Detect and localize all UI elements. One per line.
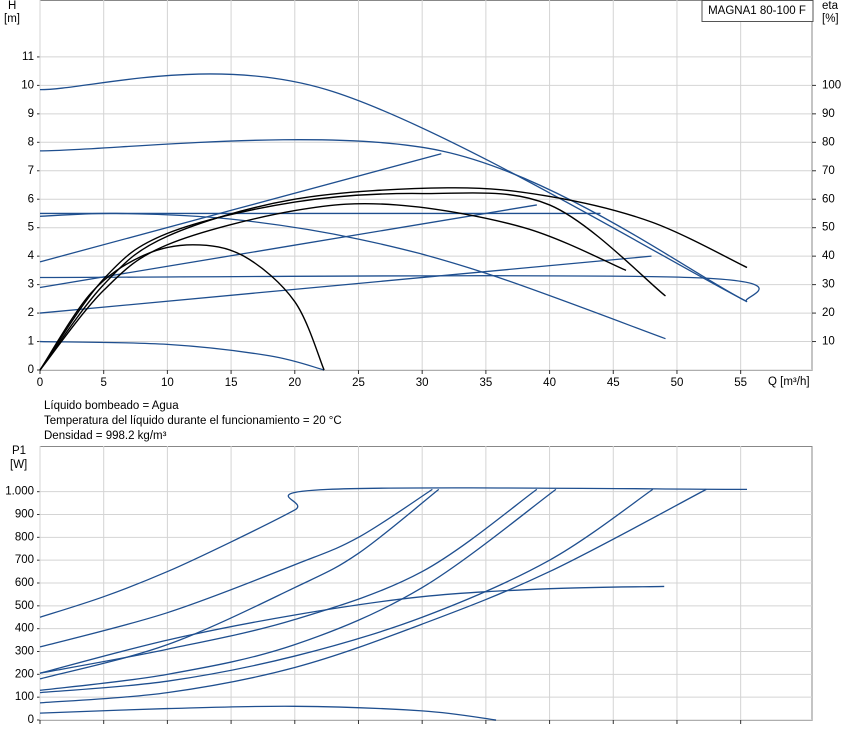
note: Temperatura del líquido durante el funci… [44, 415, 342, 427]
y-tick-label: 9 [28, 108, 34, 120]
curve [39, 139, 748, 303]
curve [39, 255, 652, 314]
y2-tick-label: 50 [822, 222, 835, 234]
curve [39, 153, 442, 263]
y-tick-label: 900 [15, 509, 34, 521]
y-tick-label: 0 [28, 364, 34, 376]
y-axis-label: H [8, 0, 16, 12]
y-tick-label: 5 [28, 222, 34, 234]
curve [39, 202, 627, 371]
y2-tick-label: 40 [822, 250, 835, 262]
note: Densidad = 998.2 kg/m³ [44, 430, 167, 442]
y2-tick-label: 20 [822, 307, 835, 319]
title-box [701, 0, 814, 22]
y-tick-label: 8 [28, 136, 34, 148]
x-tick-label: 30 [416, 377, 429, 389]
y-tick-label: 300 [15, 646, 34, 658]
plot-frame [39, 0, 813, 371]
curve [39, 212, 666, 340]
curve [39, 340, 325, 371]
curve [39, 187, 748, 371]
y-tick-label: 10 [21, 79, 34, 91]
y-tick-label: 0 [28, 714, 34, 726]
y-tick-label: 4 [28, 250, 35, 262]
curve [39, 487, 748, 618]
y-tick-label: 7 [28, 165, 34, 177]
y-tick-label: 11 [22, 51, 34, 63]
curve [39, 244, 325, 371]
x-tick-label: 10 [161, 377, 174, 389]
x-tick-label: 25 [352, 377, 365, 389]
y2-tick-label: 10 [822, 336, 835, 348]
y-tick-label: 100 [15, 691, 34, 703]
y2-axis-label: eta [822, 0, 839, 12]
curve [39, 705, 497, 721]
x-tick-label: 50 [671, 377, 684, 389]
x-tick-label: 35 [479, 377, 492, 389]
y-axis-unit: [W] [10, 459, 27, 471]
x-tick-label: 45 [607, 377, 620, 389]
curve [39, 488, 654, 694]
note: Líquido bombeado = Agua [44, 400, 179, 412]
curve [39, 488, 433, 648]
x-tick-label: 55 [734, 377, 747, 389]
y2-tick-label: 90 [822, 108, 835, 120]
y-tick-label: 600 [15, 577, 34, 589]
y2-axis-unit: [%] [822, 13, 839, 25]
y-tick-label: 3 [28, 279, 34, 291]
y-tick-label: 6 [28, 193, 34, 205]
curve [39, 488, 707, 704]
x-tick-label: 40 [543, 377, 556, 389]
x-tick-label: 20 [288, 377, 301, 389]
y-axis-label: P1 [12, 445, 26, 457]
curve [39, 204, 537, 289]
curve [39, 488, 440, 680]
x-tick-label: 15 [225, 377, 238, 389]
y-tick-label: 1.000 [5, 486, 34, 498]
y-tick-label: 700 [15, 554, 34, 566]
y2-tick-label: 100 [822, 79, 841, 91]
y-axis-unit: [m] [4, 13, 20, 25]
curve [39, 585, 665, 674]
curve [39, 73, 748, 303]
curve [39, 488, 557, 691]
chart-title: MAGNA1 80-100 F [708, 5, 806, 17]
y2-tick-label: 70 [822, 165, 835, 177]
x-tick-label: 5 [100, 377, 106, 389]
y2-tick-label: 30 [822, 279, 835, 291]
y2-tick-label: 80 [822, 136, 835, 148]
y-tick-label: 800 [15, 531, 34, 543]
y-tick-label: 1 [28, 336, 34, 348]
y-tick-label: 500 [15, 600, 34, 612]
y-tick-label: 200 [15, 668, 34, 680]
y-tick-label: 400 [15, 623, 34, 635]
curve [39, 192, 666, 371]
y-tick-label: 2 [28, 307, 34, 319]
curve [39, 275, 760, 303]
x-axis-label: Q [m³/h] [768, 376, 810, 388]
x-tick-label: 0 [37, 377, 43, 389]
curve [39, 488, 538, 674]
y2-tick-label: 60 [822, 193, 835, 205]
